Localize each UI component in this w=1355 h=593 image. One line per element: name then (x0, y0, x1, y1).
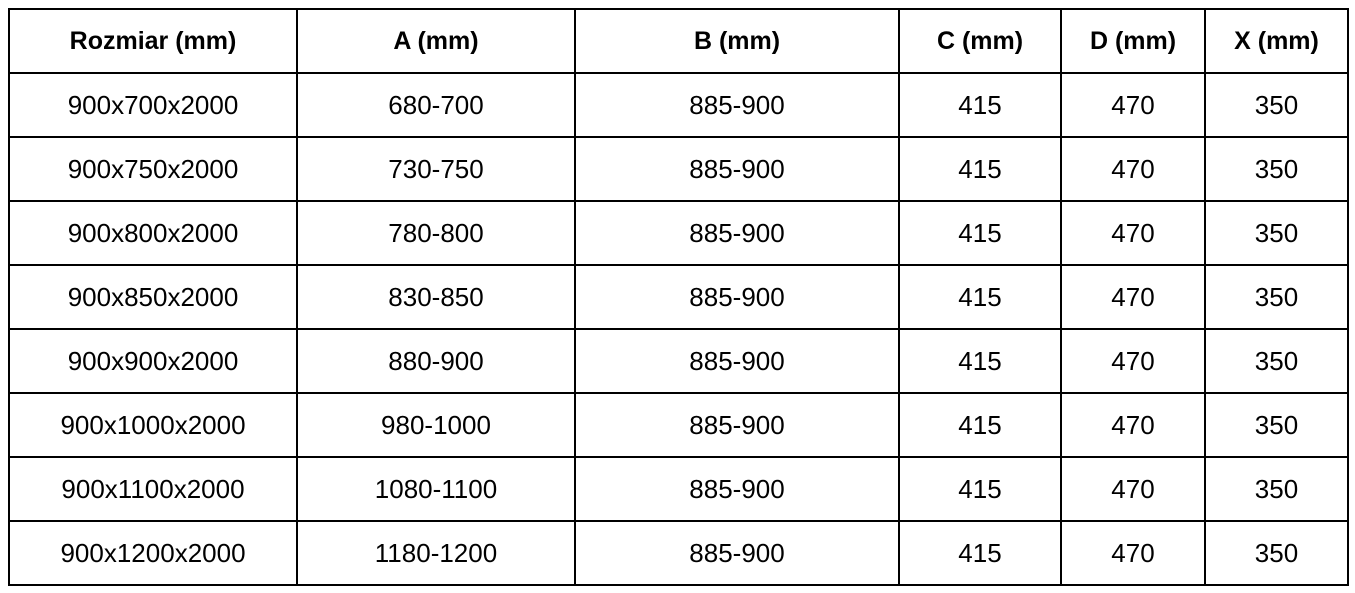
table-cell: 885-900 (574, 520, 900, 586)
table-cell: 900x700x2000 (8, 72, 298, 138)
table-cell: 470 (1060, 136, 1206, 202)
table-cell: 900x750x2000 (8, 136, 298, 202)
table-cell: 1180-1200 (296, 520, 576, 586)
table-cell: 730-750 (296, 136, 576, 202)
table-cell: 1080-1100 (296, 456, 576, 522)
table-cell: 415 (898, 328, 1062, 394)
table-cell: 350 (1204, 456, 1349, 522)
table-cell: 470 (1060, 328, 1206, 394)
table-cell: 415 (898, 392, 1062, 458)
table-cell: 350 (1204, 520, 1349, 586)
column-header: B (mm) (574, 8, 900, 74)
table-cell: 885-900 (574, 264, 900, 330)
table-cell: 470 (1060, 456, 1206, 522)
table-cell: 680-700 (296, 72, 576, 138)
table-cell: 415 (898, 72, 1062, 138)
table-cell: 350 (1204, 264, 1349, 330)
table-cell: 885-900 (574, 456, 900, 522)
table-cell: 470 (1060, 264, 1206, 330)
table-cell: 415 (898, 456, 1062, 522)
table-cell: 900x850x2000 (8, 264, 298, 330)
table-cell: 470 (1060, 72, 1206, 138)
table-row: 900x800x2000 780-800 885-900 415 470 350 (8, 200, 1349, 266)
column-header: Rozmiar (mm) (8, 8, 298, 74)
column-header: A (mm) (296, 8, 576, 74)
column-header: C (mm) (898, 8, 1062, 74)
table-cell: 885-900 (574, 200, 900, 266)
table-cell: 900x800x2000 (8, 200, 298, 266)
table-row: 900x1100x2000 1080-1100 885-900 415 470 350 (8, 456, 1349, 522)
table-cell: 350 (1204, 72, 1349, 138)
table-cell: 470 (1060, 200, 1206, 266)
table-cell: 885-900 (574, 392, 900, 458)
table-row: 900x850x2000 830-850 885-900 415 470 350 (8, 264, 1349, 330)
column-header: D (mm) (1060, 8, 1206, 74)
table-row: 900x750x2000 730-750 885-900 415 470 350 (8, 136, 1349, 202)
table-cell: 415 (898, 200, 1062, 266)
table-header-row: Rozmiar (mm) A (mm) B (mm) C (mm) D (mm) X (m… (8, 8, 1349, 74)
table-cell: 350 (1204, 328, 1349, 394)
table-cell: 885-900 (574, 72, 900, 138)
table-cell: 885-900 (574, 136, 900, 202)
table-cell: 415 (898, 264, 1062, 330)
table-cell: 900x900x2000 (8, 328, 298, 394)
table-cell: 885-900 (574, 328, 900, 394)
table-cell: 900x1200x2000 (8, 520, 298, 586)
table-cell: 900x1000x2000 (8, 392, 298, 458)
table-cell: 900x1100x2000 (8, 456, 298, 522)
dimensions-table: Rozmiar (mm) A (mm) B (mm) C (mm) D (mm) X (m… (8, 8, 1349, 586)
table-cell: 880-900 (296, 328, 576, 394)
table-row: 900x1200x2000 1180-1200 885-900 415 470 350 (8, 520, 1349, 586)
table-row: 900x700x2000 680-700 885-900 415 470 350 (8, 72, 1349, 138)
table-cell: 350 (1204, 392, 1349, 458)
table-cell: 350 (1204, 136, 1349, 202)
table-row: 900x900x2000 880-900 885-900 415 470 350 (8, 328, 1349, 394)
table-row: 900x1000x2000 980-1000 885-900 415 470 350 (8, 392, 1349, 458)
table-cell: 350 (1204, 200, 1349, 266)
table-cell: 780-800 (296, 200, 576, 266)
table-cell: 415 (898, 136, 1062, 202)
table-cell: 415 (898, 520, 1062, 586)
column-header: X (mm) (1204, 8, 1349, 74)
table-cell: 980-1000 (296, 392, 576, 458)
table-cell: 470 (1060, 520, 1206, 586)
table-cell: 470 (1060, 392, 1206, 458)
table-cell: 830-850 (296, 264, 576, 330)
